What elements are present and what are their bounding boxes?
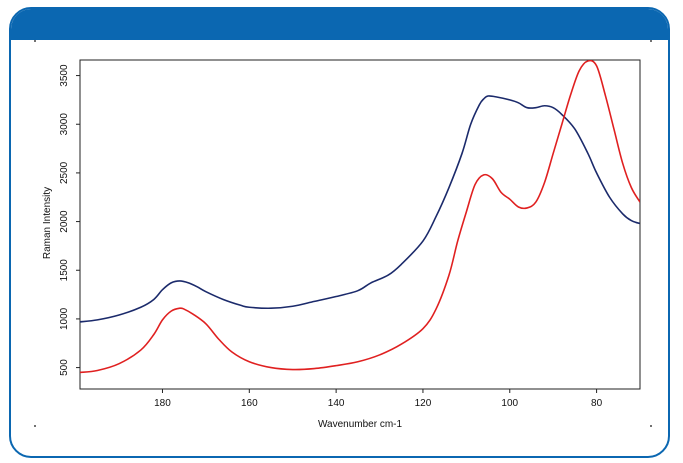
corner-dot	[34, 425, 36, 427]
x-tick-label: 100	[501, 398, 518, 409]
series-line-2	[80, 60, 640, 374]
corner-dot	[650, 425, 652, 427]
y-tick-label: 3000	[59, 113, 70, 136]
frame-header-bar	[11, 9, 668, 40]
y-tick-label: 2500	[59, 161, 70, 184]
x-tick-label: 140	[328, 398, 345, 409]
series-layer	[80, 60, 640, 374]
corner-dot	[34, 40, 36, 42]
y-tick-label: 500	[59, 359, 70, 376]
x-tick-label: 160	[241, 398, 258, 409]
x-axis-title: Wavenumber cm-1	[318, 419, 403, 430]
x-tick-label: 80	[591, 398, 603, 409]
series-line-1	[80, 95, 640, 323]
corner-dot	[650, 40, 652, 42]
x-tick-label: 180	[154, 398, 171, 409]
plot-area	[79, 59, 641, 390]
y-tick-label: 1000	[59, 307, 70, 330]
y-tick-label: 1500	[59, 259, 70, 282]
y-tick-label: 2000	[59, 210, 70, 233]
x-tick-label: 120	[415, 398, 432, 409]
x-axis: 180 160 140 120 100 80	[154, 389, 603, 409]
y-axis: 500 1000 1500 2000 2500 3000 3500	[59, 64, 80, 376]
y-tick-label: 3500	[59, 64, 70, 87]
chart-frame	[9, 7, 670, 458]
y-axis-title: Raman Intensity	[42, 187, 53, 259]
